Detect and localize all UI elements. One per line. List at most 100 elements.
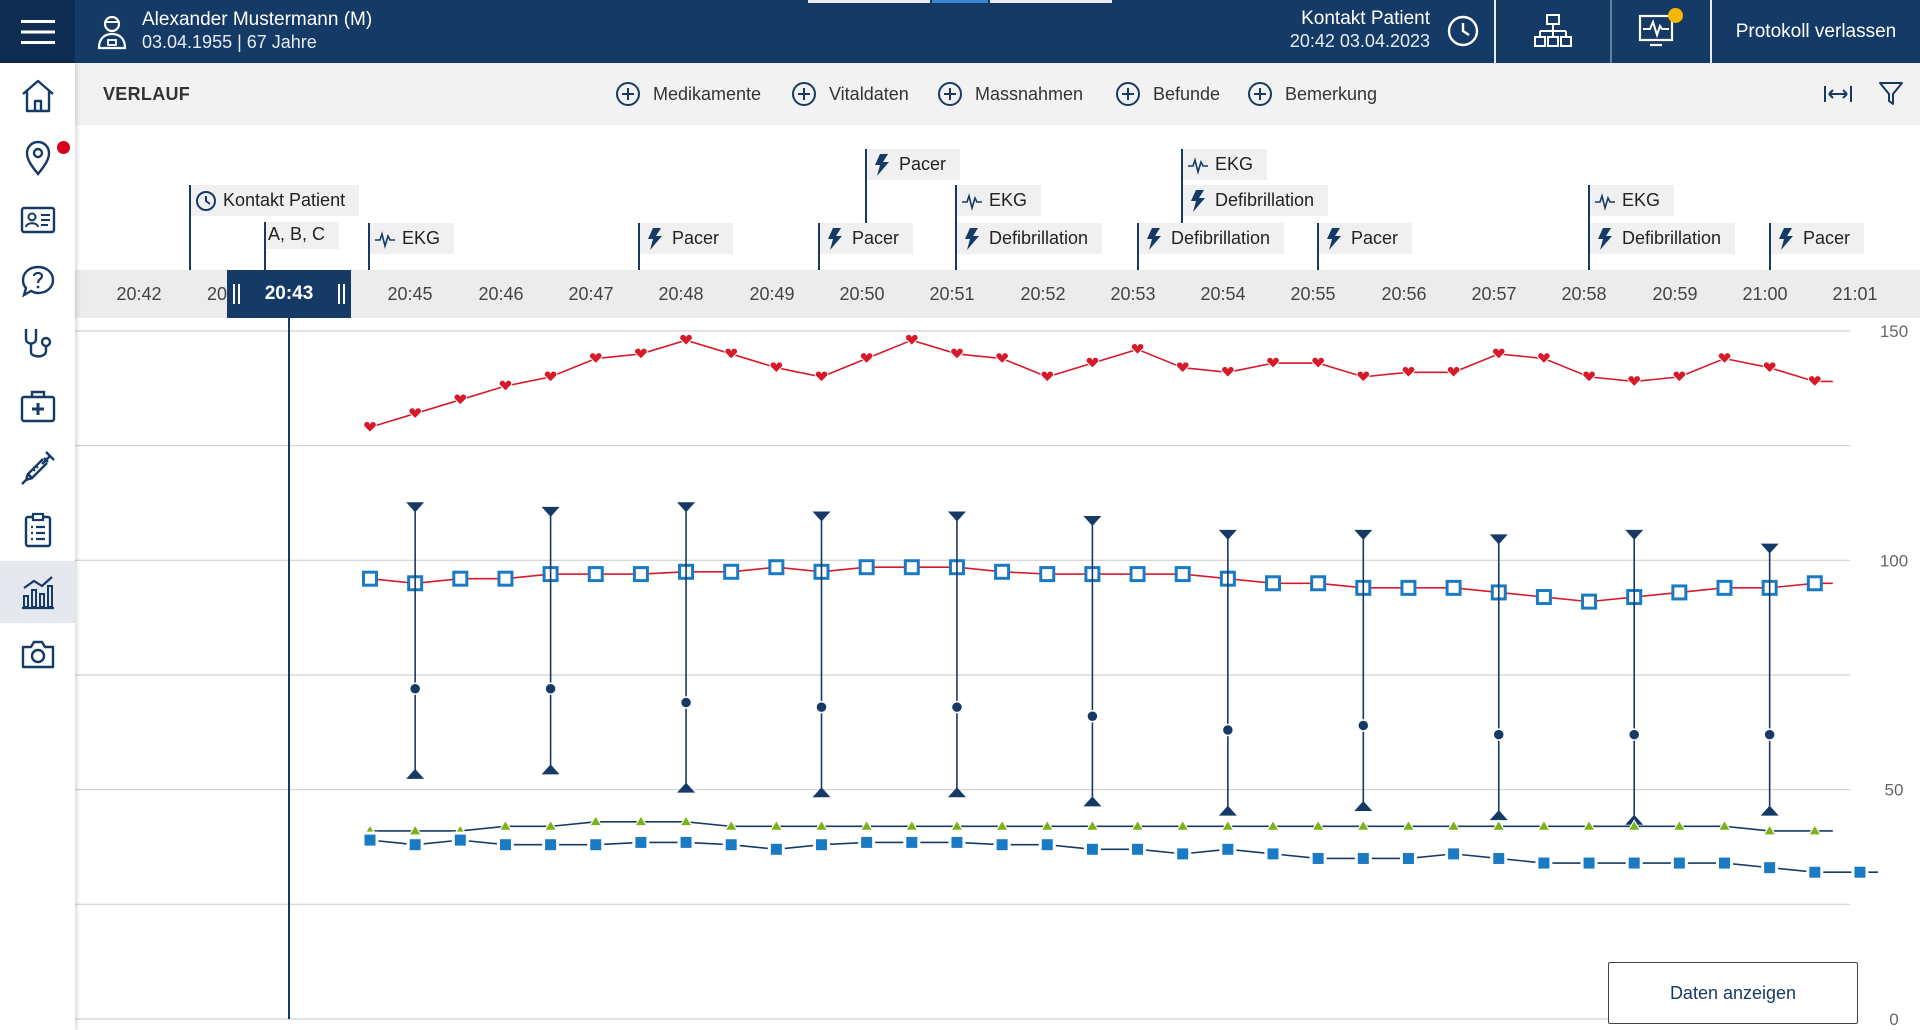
etco2-point — [678, 814, 694, 827]
event-marker-line — [1137, 223, 1139, 270]
add-findings-button[interactable]: Befunde — [1115, 80, 1220, 108]
progress-toolbar: VERLAUF Medikamente Vitaldaten Massnahme… — [75, 63, 1920, 125]
heart-rate-point — [1446, 365, 1461, 378]
spo2-point — [1716, 579, 1733, 596]
event-pacer[interactable]: Pacer — [1319, 223, 1413, 254]
time-axis[interactable]: 20:42 20 20:45 20:46 20:47 20:48 20:49 2… — [75, 270, 1920, 318]
event-marker-line — [1317, 223, 1319, 270]
heart-rate-point — [588, 352, 603, 365]
heart-rate-point — [1040, 370, 1055, 383]
chart-icon — [21, 576, 54, 610]
event-marker-line — [955, 185, 957, 270]
cursor-grip-right[interactable] — [338, 284, 345, 304]
nav-protocol[interactable] — [0, 499, 75, 561]
heart-rate-point — [1266, 356, 1280, 369]
fit-width-icon[interactable] — [1823, 81, 1853, 107]
heart-rate-point — [1130, 343, 1145, 356]
heart-rate-point — [1717, 352, 1732, 365]
time-tick: 20:50 — [839, 284, 885, 304]
event-ekg[interactable]: EKG — [370, 223, 455, 254]
lightning-icon — [1191, 189, 1205, 212]
clock-icon[interactable] — [1446, 14, 1480, 48]
lower-series-point — [451, 831, 469, 849]
event-kontakt-patient[interactable]: Kontakt Patient — [191, 185, 360, 216]
lower-series-point — [1354, 849, 1372, 867]
nav-home[interactable] — [0, 65, 75, 127]
event-pacer[interactable]: Pacer — [640, 223, 734, 254]
bp-systolic-marker — [812, 511, 831, 522]
time-tick: 20:45 — [387, 284, 433, 304]
exit-protocol-button[interactable]: Protokoll verlassen — [1735, 20, 1897, 42]
time-cursor-handle[interactable]: 20:43 — [227, 270, 351, 318]
etco2-point — [1085, 819, 1100, 831]
bp-diastolic-marker — [1760, 805, 1779, 816]
time-tick: 20:54 — [1200, 284, 1246, 304]
event-label: EKG — [989, 190, 1028, 210]
lower-series-point — [1670, 854, 1688, 872]
menu-button[interactable] — [0, 0, 75, 63]
event-timeline: Kontakt Patient A, B, C EKG Pacer Pacer … — [75, 125, 1920, 270]
heart-rate-point — [724, 347, 739, 360]
bp-systolic-marker — [1625, 529, 1644, 540]
event-pacer[interactable]: Pacer — [867, 149, 961, 180]
nav-measures[interactable] — [0, 375, 75, 437]
nav-anamnesis[interactable] — [0, 251, 75, 313]
cursor-grip-left[interactable] — [233, 284, 240, 304]
network-icon[interactable] — [1534, 13, 1572, 49]
spo2-point — [362, 570, 378, 587]
time-tick: 20:42 — [116, 284, 162, 304]
add-medication-button[interactable]: Medikamente — [615, 80, 761, 108]
event-defibrillation[interactable]: Defibrillation — [1183, 185, 1329, 216]
lower-series-point — [903, 833, 921, 851]
nav-progress[interactable] — [0, 561, 75, 623]
event-label: EKG — [1215, 154, 1254, 174]
heart-rate-point — [408, 407, 422, 420]
nav-examination[interactable] — [0, 313, 75, 375]
nav-camera[interactable] — [0, 623, 75, 685]
time-tick: 20:53 — [1110, 284, 1156, 304]
lightning-icon — [1779, 227, 1793, 250]
event-label: Pacer — [672, 228, 720, 248]
event-label: Pacer — [852, 228, 900, 248]
notification-dot — [1668, 8, 1683, 23]
heart-rate-point — [1627, 375, 1642, 388]
event-ekg[interactable]: EKG — [1183, 149, 1268, 180]
event-label: EKG — [402, 228, 441, 248]
vital-monitor-icon[interactable] — [1638, 12, 1676, 48]
nav-location[interactable] — [0, 127, 75, 189]
nav-medication[interactable] — [0, 437, 75, 499]
bp-systolic-marker — [1218, 529, 1237, 540]
first-aid-kit-icon — [20, 390, 55, 423]
contact-title: Kontakt Patient — [1301, 8, 1430, 29]
event-ekg[interactable]: EKG — [957, 185, 1042, 216]
event-defibrillation[interactable]: Defibrillation — [1590, 223, 1736, 254]
event-defibrillation[interactable]: Defibrillation — [957, 223, 1103, 254]
etco2-point — [995, 819, 1010, 831]
bp-systolic-marker — [406, 502, 425, 513]
etco2-point — [904, 819, 919, 831]
lightning-icon — [828, 227, 842, 250]
header-tab-indicator-1 — [808, 0, 930, 3]
add-measures-button[interactable]: Massnahmen — [937, 80, 1083, 108]
filter-icon[interactable] — [1877, 79, 1905, 107]
show-data-button[interactable]: Daten anzeigen — [1608, 962, 1858, 1024]
add-vitals-button[interactable]: Vitaldaten — [791, 80, 909, 108]
stethoscope-icon — [24, 329, 51, 358]
event-pacer[interactable]: Pacer — [1771, 223, 1865, 254]
event-abc[interactable]: A, B, C — [266, 222, 340, 249]
etco2-point — [588, 814, 603, 827]
heart-rate-point — [363, 421, 377, 434]
lower-series-point — [1309, 849, 1327, 867]
event-defibrillation[interactable]: Defibrillation — [1139, 223, 1285, 254]
time-tick: 20:56 — [1381, 284, 1427, 304]
id-card-icon — [20, 206, 55, 234]
event-marker-line — [865, 149, 867, 223]
patient-icon — [97, 15, 127, 50]
event-marker-line — [638, 223, 640, 270]
add-remark-button[interactable]: Bemerkung — [1247, 80, 1377, 108]
event-ekg[interactable]: EKG — [1590, 185, 1675, 216]
nav-patient-data[interactable] — [0, 189, 75, 251]
lower-series-point — [1174, 845, 1192, 863]
event-pacer[interactable]: Pacer — [820, 223, 914, 254]
ekg-icon — [1595, 192, 1615, 211]
